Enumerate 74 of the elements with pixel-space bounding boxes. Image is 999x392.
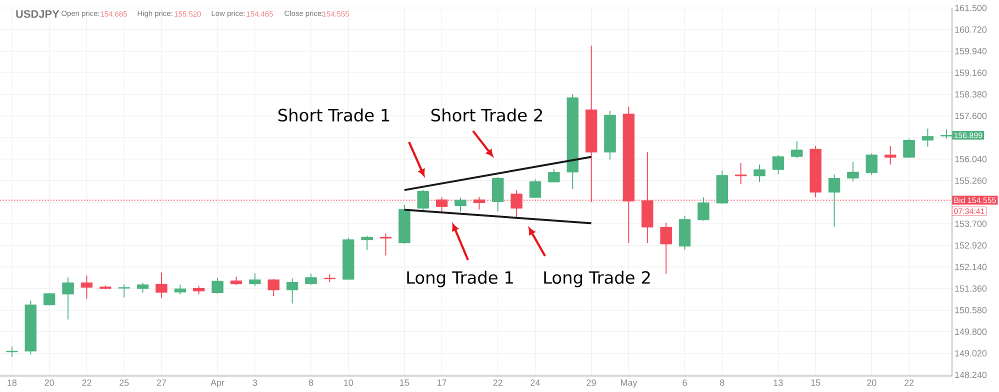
x-tick-label: 22 (82, 380, 92, 386)
candlestick (922, 128, 934, 148)
candlestick (454, 197, 466, 212)
y-tick-label: 155.260 (955, 177, 987, 184)
x-tick-label: 13 (774, 380, 783, 386)
candlestick (698, 196, 710, 221)
x-tick-label: 3 (252, 380, 258, 386)
y-tick-label: 152.140 (955, 264, 987, 270)
candlestick (791, 140, 803, 158)
candlestick (6, 346, 18, 358)
x-tick-label: Apr (210, 380, 224, 388)
annotation: Long Trade 1 (407, 270, 513, 288)
y-tick-label: 157.600 (955, 112, 987, 120)
candlestick (136, 282, 149, 294)
candlestick (286, 278, 298, 304)
x-tick-label: 10 (344, 380, 354, 386)
candlestick (903, 138, 915, 158)
chart-title: USDJPY (16, 10, 60, 18)
y-tick-label: 159.940 (955, 48, 987, 54)
candlestick (828, 174, 840, 228)
x-tick-label: 20 (44, 380, 54, 386)
y-tick-label: 151.360 (955, 285, 987, 292)
x-tick-label: 18 (8, 380, 17, 386)
x-tick-label: 15 (811, 380, 820, 386)
annotation: Short Trade 2 (431, 108, 542, 122)
y-tick-label: 149.800 (955, 328, 987, 335)
candlestick (80, 275, 93, 300)
y-tick-label: 156.040 (955, 156, 987, 162)
candlestick (305, 273, 317, 286)
y-tick-label: 150.580 (955, 306, 987, 314)
y-tick-label: 159.160 (955, 70, 987, 76)
x-tick-label: 22 (904, 380, 914, 386)
candlestick (174, 284, 186, 295)
x-tick-label: 25 (120, 380, 129, 386)
candlestick (884, 146, 896, 166)
candlestick (772, 154, 784, 175)
candlestick (847, 161, 859, 182)
annotation: Short Trade 1 (278, 108, 390, 122)
y-tick-label: 152.920 (955, 242, 987, 249)
candlestick (156, 272, 168, 298)
x-tick-label: 15 (400, 380, 410, 386)
x-tick-label: 27 (156, 380, 166, 386)
annotation: Long Trade 2 (544, 270, 650, 288)
y-tick-label: 149.020 (955, 350, 987, 356)
y-tick-label: 160.720 (955, 26, 987, 33)
candlestick (660, 222, 672, 274)
y-tick-label: 148.240 (955, 372, 987, 378)
x-tick-label: 8 (720, 380, 724, 386)
candlestick (62, 276, 74, 320)
candlestick (43, 292, 56, 306)
candlestick (249, 272, 261, 287)
x-tick-label: 20 (867, 380, 876, 386)
candlestick (417, 190, 429, 212)
x-tick-label: May (620, 380, 638, 388)
x-tick-label: 8 (308, 380, 314, 386)
candlestick (866, 152, 878, 176)
x-tick-label: 22 (493, 380, 502, 386)
x-tick-label: 24 (530, 380, 540, 386)
candlestick (492, 176, 504, 212)
candlestick (212, 278, 224, 294)
y-tick-label: 158.380 (955, 91, 987, 98)
x-tick-label: 29 (586, 380, 596, 386)
candlestick (118, 284, 130, 298)
y-tick-label: 161.500 (955, 4, 987, 12)
candlestick (754, 164, 766, 183)
candlestick (734, 162, 747, 185)
candlestick (529, 178, 542, 199)
x-tick-label: 6 (682, 380, 687, 386)
x-tick-label: 17 (438, 380, 446, 386)
candlestick (380, 233, 392, 256)
candlestick (548, 168, 560, 184)
candlestick (361, 235, 373, 251)
candlestick (268, 278, 280, 297)
y-tick-label: 153.700 (955, 220, 987, 227)
